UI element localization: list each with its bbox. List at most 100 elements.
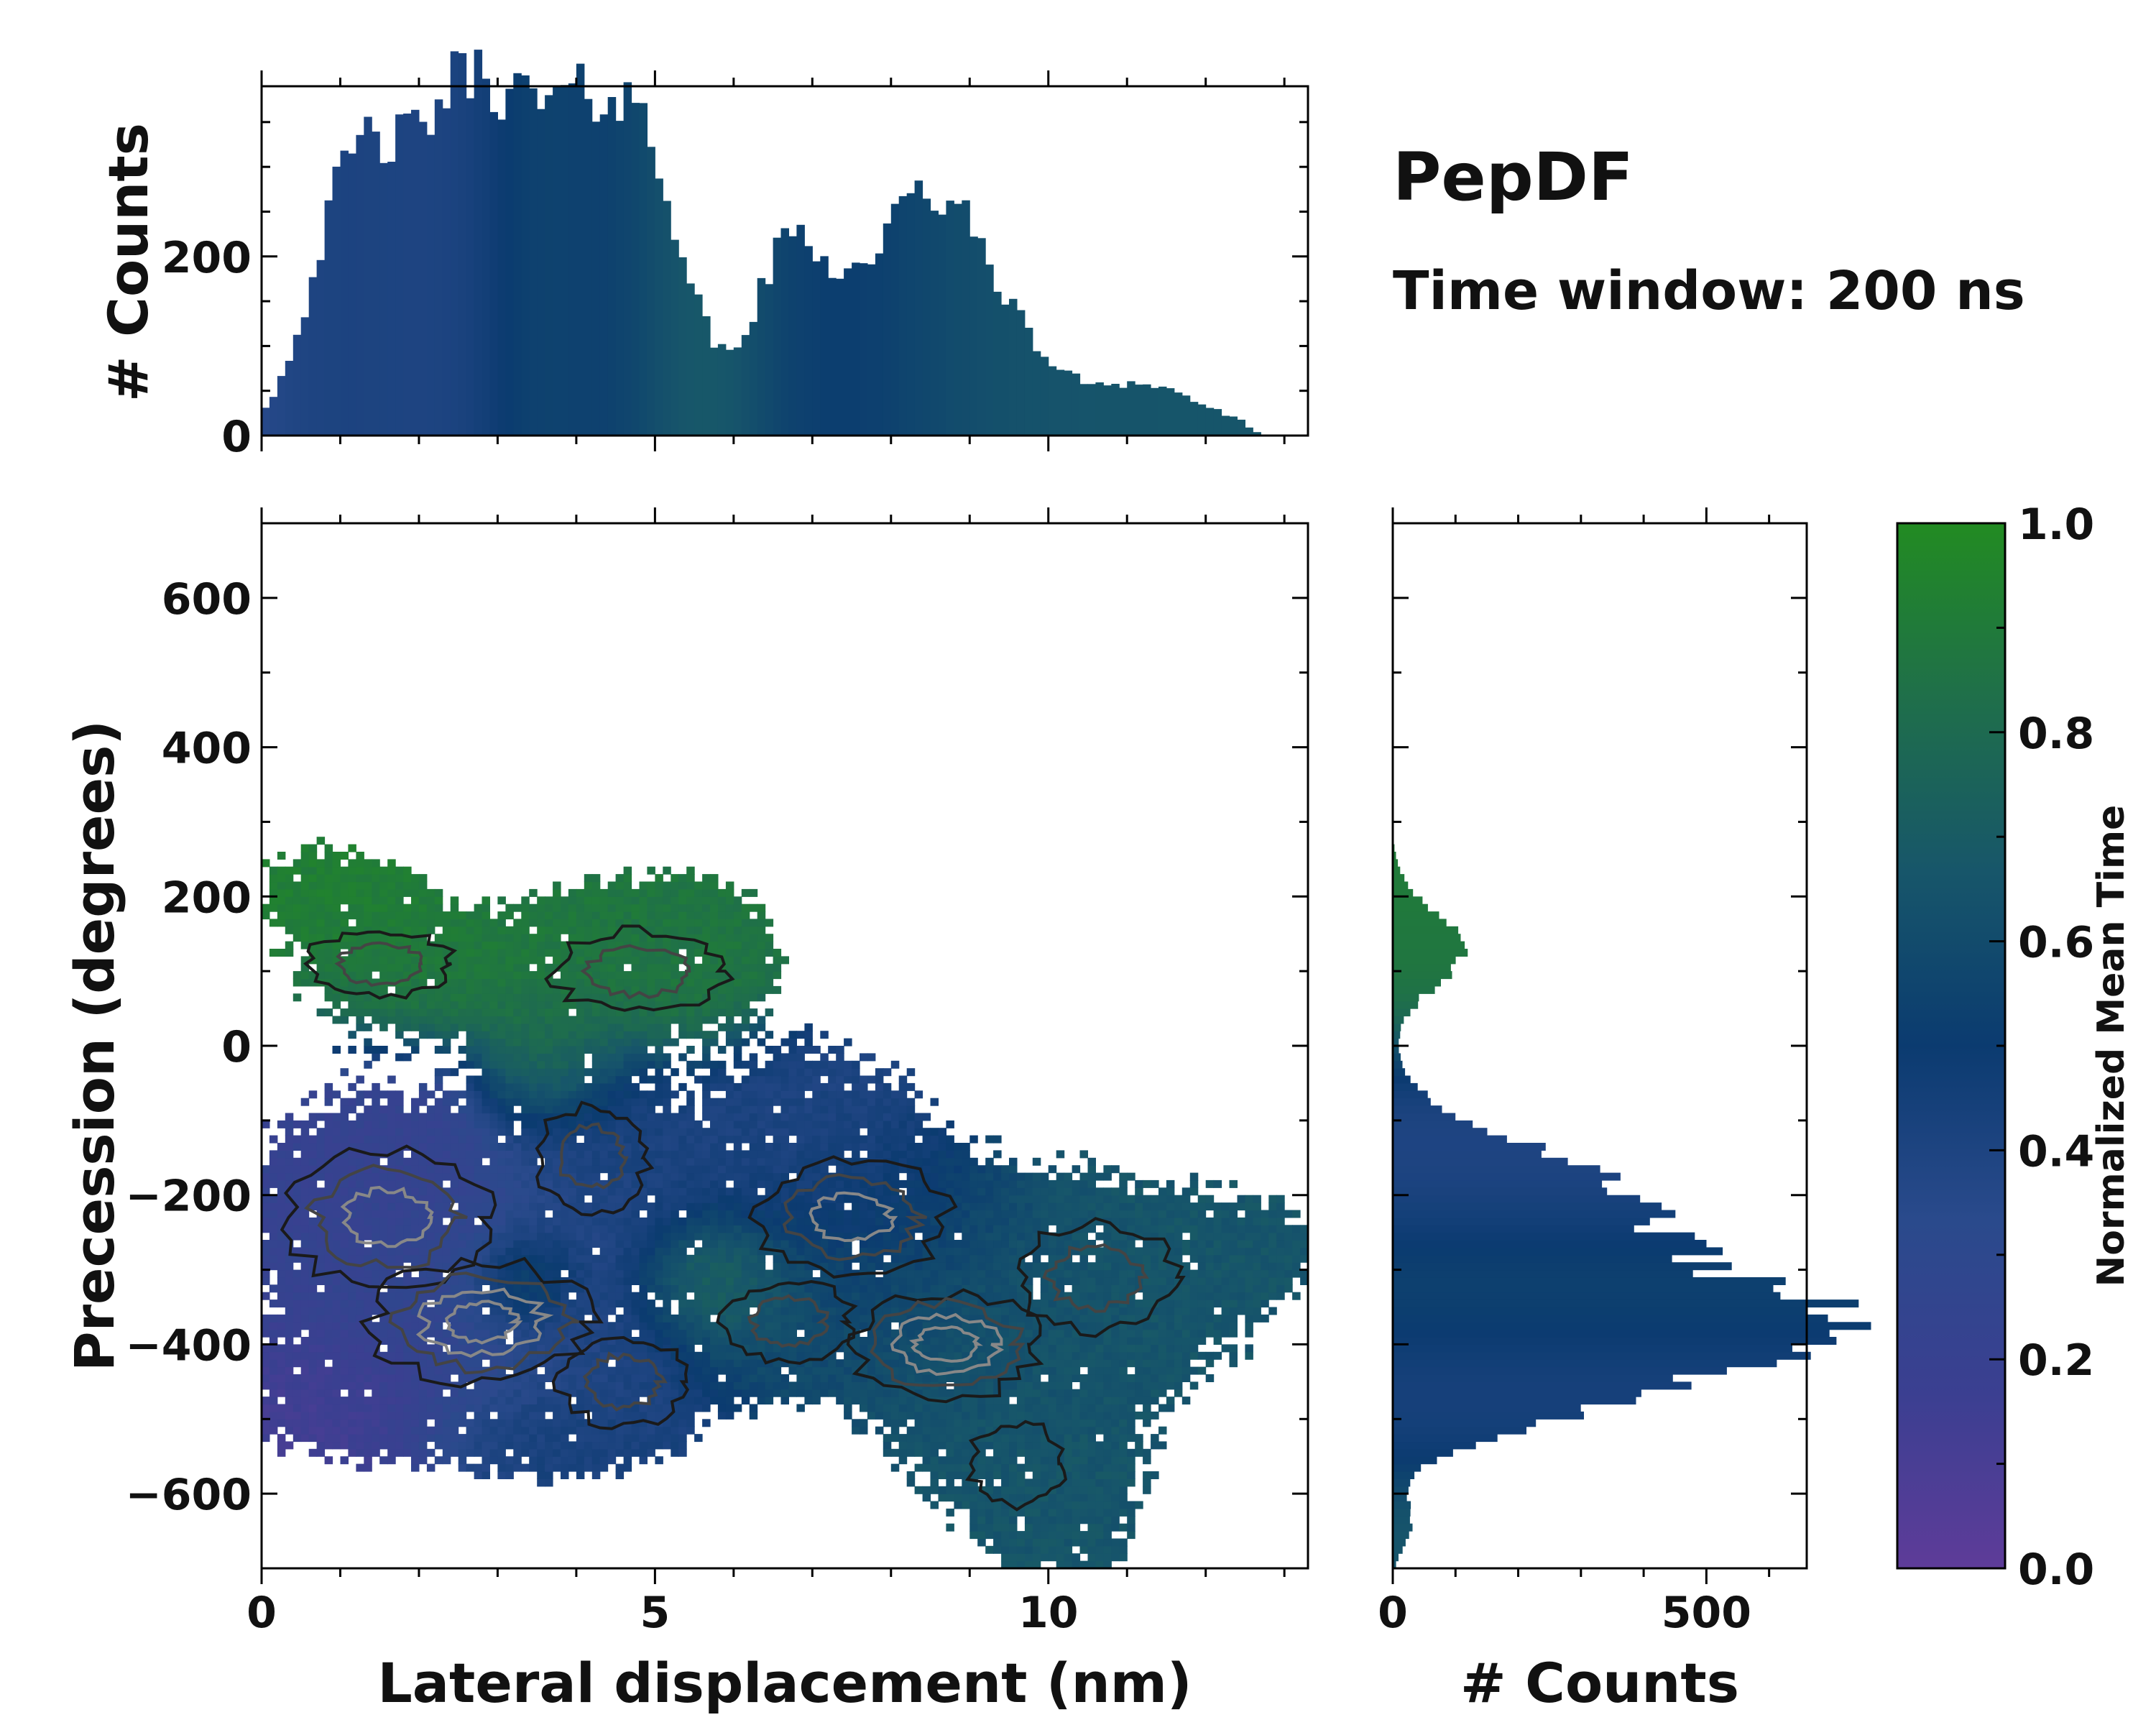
heatmap-cell [553, 1217, 561, 1225]
heatmap-cell [372, 1217, 380, 1225]
heatmap-cell [741, 1284, 750, 1293]
heatmap-cell [529, 1105, 538, 1114]
heatmap-cell [702, 1217, 711, 1225]
heatmap-cell [725, 985, 734, 994]
heatmap-cell [591, 1023, 601, 1031]
heatmap-cell [678, 1419, 687, 1427]
heatmap-cell [277, 1210, 286, 1218]
heatmap-cell [372, 1300, 380, 1308]
heatmap-cell [553, 903, 561, 912]
heatmap-cell [434, 1202, 443, 1211]
heatmap-cell [780, 1381, 789, 1390]
heatmap-cell [725, 1135, 734, 1144]
heatmap-cell [702, 1210, 711, 1218]
heatmap-cell [458, 1150, 467, 1159]
heatmap-cell [741, 903, 750, 912]
heatmap-cell [497, 934, 506, 942]
heatmap-cell [765, 1247, 774, 1256]
heatmap-cell [678, 1366, 687, 1375]
heatmap-cell [316, 1314, 326, 1322]
heatmap-cell [529, 1038, 538, 1046]
heatmap-cell [655, 978, 663, 987]
heatmap-cell [474, 1441, 483, 1450]
heatmap-cell [663, 1031, 671, 1039]
heatmap-cell [426, 1262, 436, 1271]
heatmap-cell [545, 1419, 553, 1427]
heatmap-cell [356, 1284, 364, 1293]
heatmap-cell [584, 1113, 593, 1121]
heatmap-cell [474, 1381, 483, 1390]
heatmap-cell [647, 1202, 655, 1211]
heatmap-cell [678, 1217, 687, 1225]
heatmap-cell [372, 1210, 380, 1218]
heatmap-cell [482, 985, 490, 994]
heatmap-cell [364, 1120, 372, 1128]
heatmap-cell [561, 1463, 569, 1472]
heatmap-cell [292, 1269, 302, 1278]
heatmap-cell [725, 1217, 734, 1225]
heatmap-cell [474, 949, 483, 957]
heatmap-cell [418, 888, 428, 897]
heatmap-cell [364, 1277, 372, 1285]
heatmap-cell [442, 1120, 451, 1128]
heatmap-cell [372, 888, 380, 897]
heatmap-cell [804, 1397, 813, 1405]
heatmap-cell [561, 1075, 569, 1084]
heatmap-cell [599, 1008, 609, 1017]
heatmap-cell [757, 978, 766, 987]
heatmap-cell [379, 1322, 388, 1330]
heatmap-cell [340, 1113, 349, 1121]
heatmap-cell [631, 1046, 640, 1054]
heatmap-cell [553, 1254, 561, 1263]
heatmap-cell [773, 1232, 782, 1241]
heatmap-cell [686, 978, 695, 987]
heatmap-cell [804, 1031, 813, 1039]
heatmap-cell [788, 1202, 797, 1211]
heatmap-cell [505, 1157, 514, 1166]
heatmap-cell [489, 1075, 498, 1084]
heatmap-cell [663, 1082, 671, 1091]
top-histogram-bar [1087, 384, 1096, 436]
heatmap-cell [702, 1113, 711, 1121]
heatmap-cell [639, 1411, 648, 1420]
heatmap-cell [733, 1195, 742, 1203]
heatmap-cell [812, 1322, 821, 1330]
heatmap-cell [537, 1240, 545, 1248]
heatmap-cell [812, 1351, 821, 1360]
heatmap-cell [576, 1314, 585, 1322]
heatmap-cell [553, 1426, 561, 1435]
heatmap-cell [482, 1426, 490, 1435]
heatmap-cell [474, 1128, 483, 1136]
heatmap-cell [292, 1426, 302, 1435]
heatmap-cell [418, 1322, 428, 1330]
heatmap-cell [372, 919, 380, 927]
heatmap-cell [285, 1225, 294, 1233]
heatmap-cell [324, 896, 333, 905]
heatmap-cell [426, 1411, 436, 1420]
heatmap-cell [686, 1179, 695, 1188]
heatmap-cell [725, 1150, 734, 1159]
heatmap-cell [820, 1143, 829, 1151]
heatmap-cell [773, 1157, 782, 1166]
heatmap-cell [529, 1135, 538, 1144]
heatmap-cell [553, 1322, 561, 1330]
heatmap-cell [568, 1090, 577, 1099]
heatmap-cell [686, 1404, 695, 1412]
heatmap-cell [340, 896, 349, 905]
heatmap-cell [356, 1411, 364, 1420]
heatmap-cell [324, 1187, 333, 1196]
heatmap-cell [591, 1471, 601, 1479]
heatmap-cell [591, 1441, 601, 1450]
heatmap-cell [655, 1329, 663, 1338]
heatmap-cell [615, 1157, 625, 1166]
heatmap-cell [561, 1038, 569, 1046]
heatmap-cell [757, 1217, 766, 1225]
heatmap-cell [434, 949, 443, 957]
heatmap-cell [340, 1307, 349, 1315]
heatmap-cell [639, 1060, 648, 1069]
heatmap-cell [411, 1016, 420, 1024]
heatmap-cell [340, 1135, 349, 1144]
heatmap-cell [647, 1337, 655, 1345]
heatmap-cell [623, 1068, 632, 1077]
heatmap-cell [733, 1135, 742, 1144]
